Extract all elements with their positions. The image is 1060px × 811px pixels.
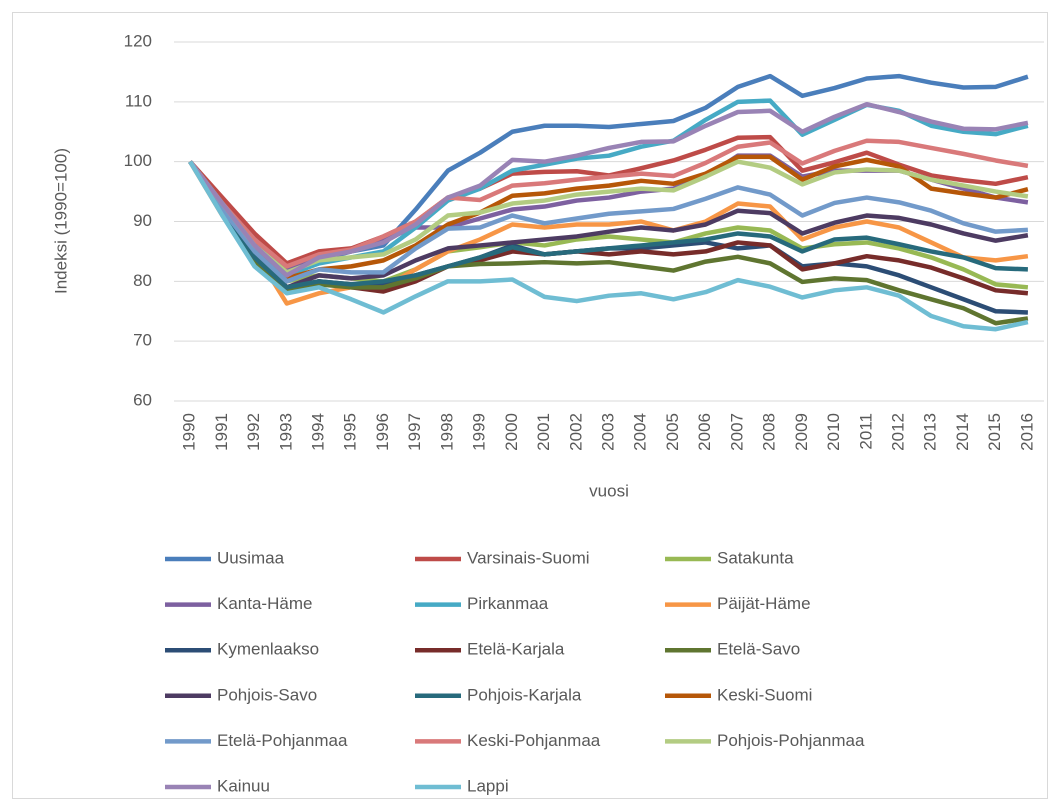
legend-label: Pohjois-Karjala xyxy=(467,685,582,704)
chart-border xyxy=(12,12,1048,799)
x-tick-label: 2005 xyxy=(663,413,682,451)
x-tick-label: 1991 xyxy=(212,413,231,451)
x-tick-label: 2002 xyxy=(566,413,585,451)
x-tick-label: 2008 xyxy=(760,413,779,451)
y-tick-label: 110 xyxy=(125,91,152,110)
x-tick-label: 2016 xyxy=(1017,413,1036,451)
legend-label: Keski-Pohjanmaa xyxy=(467,731,601,750)
y-tick-label: 100 xyxy=(124,151,152,170)
series-line xyxy=(188,159,1029,275)
legend-label: Satakunta xyxy=(717,548,794,567)
legend-label: Uusimaa xyxy=(217,548,285,567)
legend-label: Päijät-Häme xyxy=(717,594,811,613)
series-line xyxy=(188,160,1029,326)
x-tick-label: 2015 xyxy=(985,413,1004,451)
x-tick-label: 2010 xyxy=(824,413,843,451)
x-tick-label: 2009 xyxy=(792,413,811,451)
x-tick-label: 2004 xyxy=(631,413,650,451)
legend-label: Kanta-Häme xyxy=(217,594,312,613)
y-tick-label: 70 xyxy=(133,331,152,350)
y-axis-title: Indeksi (1990=100) xyxy=(51,148,70,294)
x-tick-label: 2013 xyxy=(921,413,940,451)
x-tick-label: 2007 xyxy=(727,413,746,451)
x-tick-label: 1998 xyxy=(437,413,456,451)
x-tick-label: 2011 xyxy=(856,413,875,450)
legend-label: Etelä-Savo xyxy=(717,640,800,659)
x-tick-label: 2006 xyxy=(695,413,714,451)
legend-label: Kymenlaakso xyxy=(217,640,319,659)
series-line xyxy=(188,138,1029,269)
x-tick-label: 1995 xyxy=(341,413,360,451)
y-tick-label: 60 xyxy=(133,390,152,409)
x-tick-label: 2012 xyxy=(888,413,907,451)
x-tick-label: 2000 xyxy=(502,413,521,451)
legend-label: Etelä-Karjala xyxy=(467,640,565,659)
legend-label: Pohjois-Savo xyxy=(217,685,317,704)
x-tick-label: 1992 xyxy=(244,413,263,451)
x-tick-label: 1993 xyxy=(276,413,295,451)
x-axis-title: vuosi xyxy=(589,481,629,500)
x-tick-label: 2001 xyxy=(534,413,553,451)
y-tick-label: 120 xyxy=(124,31,152,50)
x-tick-label: 2014 xyxy=(953,413,972,451)
series-line xyxy=(188,160,1029,290)
series-line xyxy=(188,160,1028,290)
x-tick-label: 2003 xyxy=(598,413,617,451)
x-tick-label: 1997 xyxy=(405,413,424,451)
x-tick-label: 1996 xyxy=(373,413,392,451)
legend-label: Etelä-Pohjanmaa xyxy=(217,731,348,750)
legend-label: Varsinais-Suomi xyxy=(467,548,590,567)
x-tick-label: 1990 xyxy=(180,413,199,451)
series-line xyxy=(188,101,1029,278)
legend-label: Lappi xyxy=(467,776,509,795)
legend-label: Kainuu xyxy=(217,776,270,795)
legend-label: Pohjois-Pohjanmaa xyxy=(717,731,865,750)
y-tick-label: 80 xyxy=(133,271,152,290)
legend-label: Pirkanmaa xyxy=(467,594,549,613)
x-tick-label: 1999 xyxy=(470,413,489,451)
x-tick-label: 1994 xyxy=(308,413,327,451)
series-line xyxy=(188,160,1029,332)
legend-label: Keski-Suomi xyxy=(717,685,812,704)
series-line xyxy=(188,160,1029,284)
y-tick-label: 90 xyxy=(133,211,152,230)
